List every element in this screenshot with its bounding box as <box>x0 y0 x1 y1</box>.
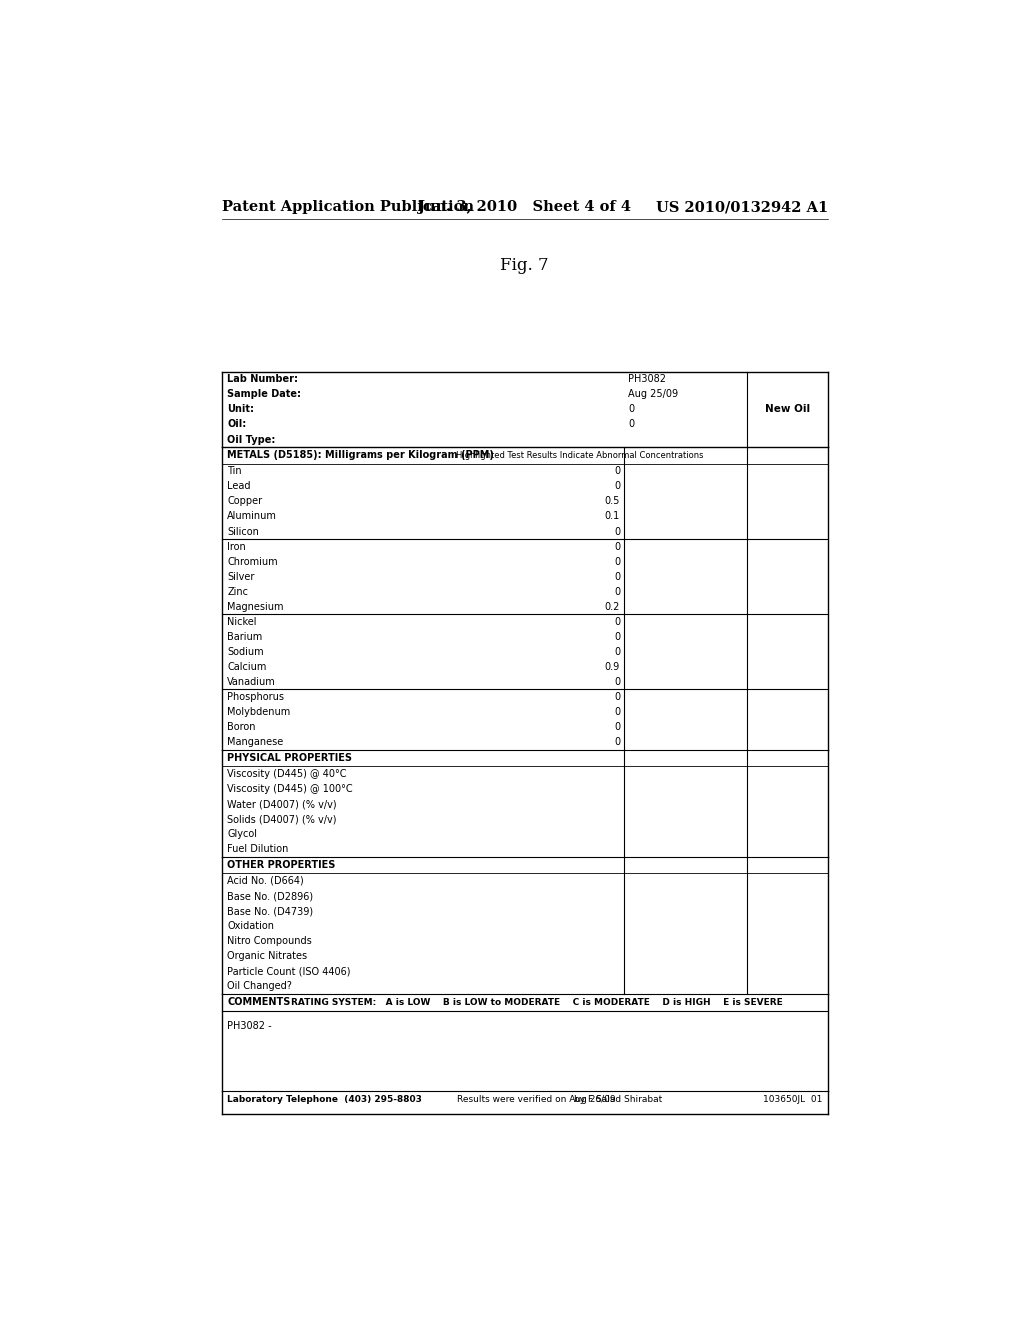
Text: Vanadium: Vanadium <box>227 677 275 686</box>
Text: Barium: Barium <box>227 632 262 642</box>
Text: Aluminum: Aluminum <box>227 511 278 521</box>
Text: COMMENTS: COMMENTS <box>227 997 291 1007</box>
Text: 0: 0 <box>628 404 634 414</box>
Text: 0: 0 <box>614 616 620 627</box>
Text: Acid No. (D664): Acid No. (D664) <box>227 876 304 886</box>
Text: 0: 0 <box>614 708 620 717</box>
Text: RATING SYSTEM:   A is LOW    B is LOW to MODERATE    C is MODERATE    D is HIGH : RATING SYSTEM: A is LOW B is LOW to MODE… <box>292 998 783 1007</box>
Text: 0: 0 <box>614 572 620 582</box>
Text: METALS (D5185): Milligrams per Kilogram (PPM): METALS (D5185): Milligrams per Kilogram … <box>227 450 494 461</box>
Text: Laboratory Telephone  (403) 295-8803: Laboratory Telephone (403) 295-8803 <box>227 1096 422 1104</box>
Text: Sample Date:: Sample Date: <box>227 389 301 400</box>
Text: OTHER PROPERTIES: OTHER PROPERTIES <box>227 861 336 870</box>
Text: Solids (D4007) (% v/v): Solids (D4007) (% v/v) <box>227 814 337 824</box>
Text: Jun. 3, 2010   Sheet 4 of 4: Jun. 3, 2010 Sheet 4 of 4 <box>418 201 632 214</box>
Text: Oil:: Oil: <box>227 420 247 429</box>
Text: 0.2: 0.2 <box>604 602 620 611</box>
Text: Particle Count (ISO 4406): Particle Count (ISO 4406) <box>227 966 350 977</box>
Text: 103650JL  01: 103650JL 01 <box>763 1096 822 1104</box>
Text: Sodium: Sodium <box>227 647 264 657</box>
Text: 0: 0 <box>614 722 620 733</box>
Text: 0: 0 <box>614 737 620 747</box>
Text: Lab Number:: Lab Number: <box>227 375 298 384</box>
Text: Results were verified on Aug 26/09: Results were verified on Aug 26/09 <box>458 1096 616 1104</box>
Text: 0.5: 0.5 <box>604 496 620 507</box>
Text: Water (D4007) (% v/v): Water (D4007) (% v/v) <box>227 799 337 809</box>
Text: Highlighted Test Results Indicate Abnormal Concentrations: Highlighted Test Results Indicate Abnorm… <box>456 451 703 459</box>
Text: Oxidation: Oxidation <box>227 921 274 931</box>
Text: Fig. 7: Fig. 7 <box>501 256 549 273</box>
Text: Iron: Iron <box>227 541 246 552</box>
Text: Tin: Tin <box>227 466 242 477</box>
Text: Nickel: Nickel <box>227 616 257 627</box>
Text: 0: 0 <box>614 632 620 642</box>
Text: 0: 0 <box>614 527 620 536</box>
Text: 0.9: 0.9 <box>605 661 620 672</box>
Text: Copper: Copper <box>227 496 262 507</box>
Text: 0: 0 <box>614 677 620 686</box>
Text: Patent Application Publication: Patent Application Publication <box>221 201 474 214</box>
Text: 0: 0 <box>614 557 620 566</box>
Text: Nitro Compounds: Nitro Compounds <box>227 936 312 946</box>
Text: Fuel Dilution: Fuel Dilution <box>227 845 289 854</box>
Text: Chromium: Chromium <box>227 557 278 566</box>
Text: 0: 0 <box>614 647 620 657</box>
Text: by F Salad Shirabat: by F Salad Shirabat <box>574 1096 663 1104</box>
Text: 0: 0 <box>614 692 620 702</box>
Text: Aug 25/09: Aug 25/09 <box>628 389 678 400</box>
Text: Unit:: Unit: <box>227 404 254 414</box>
Text: 0.1: 0.1 <box>605 511 620 521</box>
Text: Phosphorus: Phosphorus <box>227 692 285 702</box>
Text: Silicon: Silicon <box>227 527 259 536</box>
Text: Calcium: Calcium <box>227 661 266 672</box>
Text: Manganese: Manganese <box>227 737 284 747</box>
Text: Molybdenum: Molybdenum <box>227 708 291 717</box>
Text: Viscosity (D445) @ 40°C: Viscosity (D445) @ 40°C <box>227 770 347 779</box>
Text: Silver: Silver <box>227 572 255 582</box>
Text: Oil Changed?: Oil Changed? <box>227 981 292 991</box>
Text: PHYSICAL PROPERTIES: PHYSICAL PROPERTIES <box>227 752 352 763</box>
Text: Zinc: Zinc <box>227 586 248 597</box>
Text: PH3082: PH3082 <box>628 375 666 384</box>
Text: 0: 0 <box>614 482 620 491</box>
Text: Viscosity (D445) @ 100°C: Viscosity (D445) @ 100°C <box>227 784 353 793</box>
Text: 0: 0 <box>628 420 634 429</box>
Text: 0: 0 <box>614 586 620 597</box>
Text: Magnesium: Magnesium <box>227 602 284 611</box>
Text: Lead: Lead <box>227 482 251 491</box>
Text: Oil Type:: Oil Type: <box>227 434 275 445</box>
Text: PH3082 -: PH3082 - <box>227 1020 271 1031</box>
Text: Boron: Boron <box>227 722 256 733</box>
Text: Base No. (D4739): Base No. (D4739) <box>227 906 313 916</box>
Text: 0: 0 <box>614 541 620 552</box>
Text: 0: 0 <box>614 466 620 477</box>
Text: New Oil: New Oil <box>765 404 810 414</box>
Text: Base No. (D2896): Base No. (D2896) <box>227 891 313 902</box>
Text: US 2010/0132942 A1: US 2010/0132942 A1 <box>655 201 828 214</box>
Text: Glycol: Glycol <box>227 829 257 840</box>
Text: Organic Nitrates: Organic Nitrates <box>227 952 307 961</box>
